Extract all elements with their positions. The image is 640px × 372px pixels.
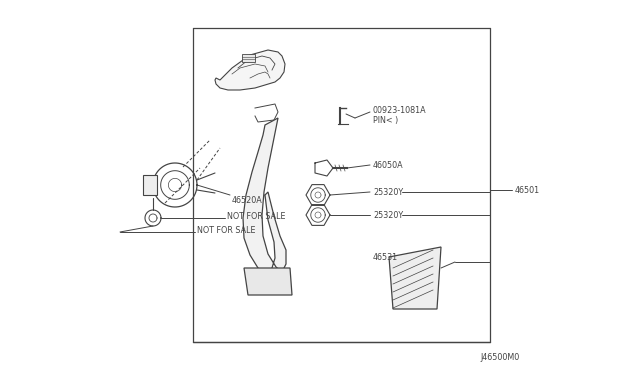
Text: NOT FOR SALE: NOT FOR SALE [197,225,255,234]
Text: J46500M0: J46500M0 [480,353,519,362]
Polygon shape [143,175,157,195]
Text: 46520A: 46520A [232,196,263,205]
Polygon shape [389,247,441,309]
Polygon shape [242,54,255,62]
Text: 25320Y: 25320Y [373,187,403,196]
Text: 46501: 46501 [515,186,540,195]
Text: 46050A: 46050A [373,160,404,170]
Polygon shape [244,268,292,295]
Text: 25320Y: 25320Y [373,211,403,219]
Polygon shape [215,50,285,90]
Text: PIN< ): PIN< ) [373,115,398,125]
Polygon shape [243,118,286,274]
Text: NOT FOR SALE: NOT FOR SALE [227,212,285,221]
Text: 46531: 46531 [373,253,398,263]
Text: 00923-1081A: 00923-1081A [373,106,427,115]
